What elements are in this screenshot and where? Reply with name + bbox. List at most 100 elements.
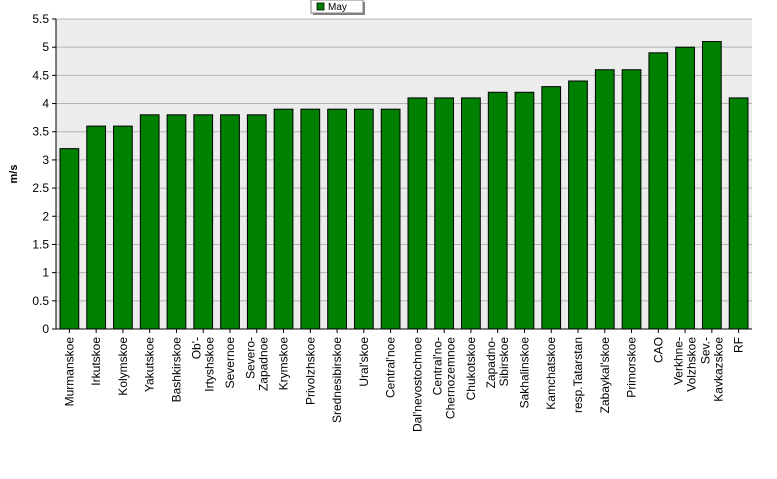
bar[interactable] — [139, 114, 160, 330]
y-tick-label: 1.5 — [32, 237, 49, 251]
x-tick-label-line: Yakutskoe — [143, 337, 157, 392]
bar[interactable] — [568, 80, 588, 330]
bar[interactable] — [353, 108, 374, 330]
x-tick-label: Severo- Zapadnoe — [243, 337, 270, 391]
x-tick-label-line: Central'no- — [431, 337, 445, 395]
x-tick-label: Ob'- Irtyshskoe — [190, 337, 217, 392]
x-tick-label-line: Zabaykal'skoe — [598, 337, 612, 414]
y-axis-title: m/s — [8, 165, 20, 184]
legend-label: May — [328, 2, 347, 13]
bar[interactable] — [648, 52, 669, 330]
x-tick-label-line: Volzhskoe — [685, 337, 699, 392]
bar[interactable] — [86, 125, 107, 330]
bar[interactable] — [701, 41, 722, 330]
bar[interactable] — [728, 97, 749, 330]
bar[interactable] — [541, 86, 562, 330]
x-tick-label: CAO — [651, 337, 665, 363]
x-tick-label: Primorskoe — [625, 337, 639, 398]
bar[interactable] — [113, 125, 133, 330]
x-tick-label-line: Verkhne- — [672, 337, 686, 385]
bar[interactable] — [407, 97, 428, 330]
x-tick-label-line: Kamchatskoe — [544, 337, 558, 410]
x-tick-label-line: Severnoe — [223, 337, 237, 389]
plot-background — [56, 19, 752, 329]
x-tick-label-line: RF — [732, 337, 746, 353]
legend[interactable]: May — [310, 0, 365, 15]
x-tick-label: Sev.- Kavkazskoe — [698, 337, 725, 402]
x-tick-label-line: Ural'skoe — [357, 337, 371, 387]
x-tick-label: Zapadno- Sibirskoe — [484, 337, 511, 389]
x-tick-label: Yakutskoe — [143, 337, 157, 392]
x-tick-label-line: Zapadnoe — [256, 337, 270, 391]
y-tick-label: 4 — [42, 97, 49, 111]
x-tick-label-line: Kolymskoe — [116, 337, 130, 396]
x-tick-label: Verkhne- Volzhskoe — [672, 337, 699, 392]
legend-swatch — [316, 2, 325, 11]
x-tick-label-line: Ob'- — [190, 337, 204, 359]
y-tick-label: 4.5 — [32, 68, 49, 82]
x-tick-label-line: Murmanskoe — [62, 337, 76, 407]
x-tick-label: Murmanskoe — [62, 337, 76, 407]
bar[interactable] — [300, 108, 321, 330]
x-tick-label: Dal'nevostochnoe — [410, 337, 424, 432]
x-tick-label-line: Irkutskoe — [89, 337, 103, 386]
bar[interactable] — [434, 97, 455, 330]
x-tick-label-line: Irtyshskoe — [203, 337, 217, 392]
bar[interactable] — [246, 114, 267, 330]
y-tick-label: 3.5 — [32, 125, 49, 139]
x-tick-label: Central'noe — [384, 337, 398, 398]
x-tick-label-line: Zapadno- — [484, 337, 498, 388]
bar[interactable] — [327, 108, 347, 330]
bar[interactable] — [166, 114, 187, 330]
x-tick-label: Zabaykal'skoe — [598, 337, 612, 414]
bar[interactable] — [193, 114, 214, 330]
x-tick-label-line: Kavkazskoe — [711, 337, 725, 402]
bar[interactable] — [273, 108, 294, 330]
y-tick-label: 1 — [42, 266, 49, 280]
x-tick-label: RF — [732, 337, 746, 353]
x-tick-label: Kamchatskoe — [544, 337, 558, 410]
x-tick-label-line: Srednesibirskoe — [330, 337, 344, 423]
x-tick-label: Chukotskoe — [464, 337, 478, 401]
y-tick-label: 3 — [42, 153, 49, 167]
bar[interactable] — [59, 148, 80, 330]
x-tick-label: Ural'skoe — [357, 337, 371, 387]
x-tick-label-line: Privolzhskoe — [303, 337, 317, 405]
x-tick-label: Sakhalinskoe — [517, 337, 531, 409]
y-tick-label: 0 — [42, 322, 49, 336]
x-tick-label-line: Bashkirskoe — [169, 337, 183, 403]
x-tick-label: Krymskoe — [277, 337, 291, 391]
x-tick-label: Central'no- Chernozemnoe — [431, 337, 458, 419]
y-tick-label: 5 — [42, 40, 49, 54]
x-tick-label-line: Chernozemnoe — [444, 337, 458, 419]
x-tick-label-line: Primorskoe — [625, 337, 639, 398]
x-tick-label-line: Sev.- — [698, 337, 712, 364]
bar[interactable] — [621, 69, 642, 330]
x-tick-label-line: Krymskoe — [277, 337, 291, 391]
bar[interactable] — [594, 69, 615, 330]
y-tick-label: 2 — [42, 209, 49, 223]
x-tick-label-line: Sibirskoe — [497, 337, 511, 387]
x-tick-label: Srednesibirskoe — [330, 337, 344, 423]
x-tick-label-line: Chukotskoe — [464, 337, 478, 401]
bar[interactable] — [487, 91, 508, 330]
bar[interactable] — [514, 91, 535, 330]
x-axis-labels: Murmanskoe Irkutskoe Kolymskoe Yakutskoe Bas… — [62, 329, 746, 432]
x-tick-label: resp.Tatarstan — [571, 337, 585, 413]
y-tick-label: 2.5 — [32, 181, 49, 195]
x-tick-label-line: Dal'nevostochnoe — [410, 337, 424, 432]
x-tick-label: Privolzhskoe — [303, 337, 317, 405]
x-tick-label-line: resp.Tatarstan — [571, 337, 585, 413]
x-tick-label-line: Sakhalinskoe — [517, 337, 531, 409]
bar[interactable] — [675, 46, 695, 330]
x-tick-label-line: Central'noe — [384, 337, 398, 398]
bar[interactable] — [461, 97, 481, 330]
x-tick-label-line: Severo- — [243, 337, 257, 379]
bar[interactable] — [220, 114, 240, 330]
bar[interactable] — [380, 108, 401, 330]
y-tick-label: 0.5 — [32, 294, 49, 308]
x-tick-label-line: CAO — [651, 337, 665, 363]
y-axis-ticks: 0 0.5 1 1.5 2 2.5 3 3.5 4 4.5 5 5.5 — [32, 12, 56, 336]
